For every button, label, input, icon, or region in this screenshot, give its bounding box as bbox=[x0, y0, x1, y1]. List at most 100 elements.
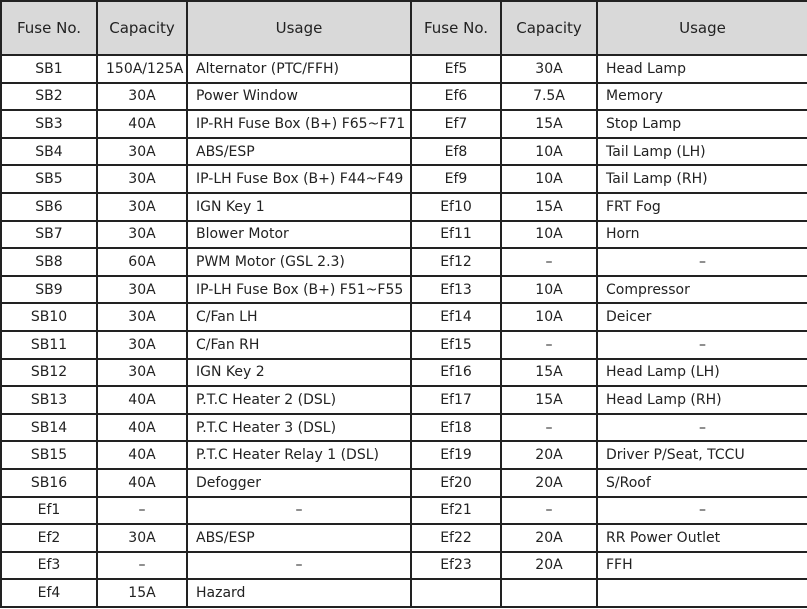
cell-fuse-no: SB13 bbox=[0, 385, 98, 415]
table-row: SB4 30A ABS/ESP Ef8 10A Tail Lamp (LH) bbox=[0, 136, 807, 167]
table-row: SB14 40A P.T.C Heater 3 (DSL) Ef18– – bbox=[0, 412, 807, 443]
cell-usage: Horn bbox=[596, 219, 807, 250]
cell-usage: PWM Motor (GSL 2.3) bbox=[186, 247, 412, 277]
cell-capacity: – bbox=[500, 412, 598, 443]
cell-fuse-no: Ef22 bbox=[410, 523, 502, 553]
table-row: SB1 150A/125A Alternator (PTC/FFH) Ef5 30A He… bbox=[0, 54, 807, 84]
cell-usage: FFH bbox=[596, 550, 807, 581]
cell-fuse-no: SB11 bbox=[0, 329, 98, 360]
cell-fuse-no: SB9 bbox=[0, 274, 98, 305]
cell-fuse-no: Ef12 bbox=[410, 247, 502, 277]
cell-usage: – bbox=[596, 329, 807, 360]
cell-fuse-no: Ef2 bbox=[0, 523, 98, 553]
cell-capacity: 15A bbox=[500, 109, 598, 139]
cell-capacity: 30A bbox=[96, 136, 188, 167]
cell-fuse-no: Ef13 bbox=[410, 274, 502, 305]
cell-fuse-no: Ef10 bbox=[410, 191, 502, 222]
cell-capacity: 40A bbox=[96, 385, 188, 415]
table-row: SB7 30A Blower Motor Ef11 10A Horn bbox=[0, 219, 807, 250]
table-row: SB5 30A IP-LH Fuse Box (B+) F44~F49 Ef9 10A T… bbox=[0, 164, 807, 194]
cell-capacity: – bbox=[96, 495, 188, 526]
cell-capacity: 20A bbox=[500, 550, 598, 581]
cell-usage: Driver P/Seat, TCCU bbox=[596, 440, 807, 470]
table-row: Ef1– – Ef21– – bbox=[0, 495, 807, 526]
cell-usage: IGN Key 2 bbox=[186, 357, 412, 388]
cell-usage: ABS/ESP bbox=[186, 136, 412, 167]
cell-fuse-no: Ef21 bbox=[410, 495, 502, 526]
cell-fuse-no: Ef9 bbox=[410, 164, 502, 194]
cell-fuse-no: Ef4 bbox=[0, 578, 98, 608]
cell-usage: Head Lamp (LH) bbox=[596, 357, 807, 388]
cell-capacity: 15A bbox=[500, 191, 598, 222]
cell-capacity: 30A bbox=[96, 523, 188, 553]
cell-usage: Power Window bbox=[186, 81, 412, 112]
cell-capacity: 30A bbox=[96, 219, 188, 250]
cell-fuse-no: Ef16 bbox=[410, 357, 502, 388]
header-fuse-no: Fuse No. bbox=[0, 0, 98, 56]
cell-capacity: 40A bbox=[96, 412, 188, 443]
cell-capacity: – bbox=[500, 247, 598, 277]
cell-capacity: 60A bbox=[96, 247, 188, 277]
cell-fuse-no: SB16 bbox=[0, 467, 98, 498]
header-capacity: Capacity bbox=[500, 0, 598, 56]
cell-usage: – bbox=[186, 495, 412, 526]
cell-usage: – bbox=[186, 550, 412, 581]
cell-fuse-no: Ef23 bbox=[410, 550, 502, 581]
cell-fuse-no: Ef20 bbox=[410, 467, 502, 498]
table-row: SB11 30A C/Fan RH Ef15– – bbox=[0, 329, 807, 360]
cell-capacity: 40A bbox=[96, 467, 188, 498]
cell-capacity: 20A bbox=[500, 440, 598, 470]
cell-usage: Hazard bbox=[186, 578, 412, 608]
cell-capacity: 30A bbox=[96, 357, 188, 388]
table-row: SB16 40A Defogger Ef20 20A S/Roof bbox=[0, 467, 807, 498]
cell-fuse-no: SB7 bbox=[0, 219, 98, 250]
cell-fuse-no: Ef1 bbox=[0, 495, 98, 526]
table-row: SB13 40A P.T.C Heater 2 (DSL) Ef17 15A Head L… bbox=[0, 385, 807, 415]
cell-capacity: 20A bbox=[500, 523, 598, 553]
cell-usage: IP-LH Fuse Box (B+) F44~F49 bbox=[186, 164, 412, 194]
cell-capacity: 30A bbox=[96, 191, 188, 222]
cell-capacity: – bbox=[96, 550, 188, 581]
cell-fuse-no: SB5 bbox=[0, 164, 98, 194]
cell-usage: Deicer bbox=[596, 302, 807, 332]
cell-capacity: 15A bbox=[500, 385, 598, 415]
cell-usage: Tail Lamp (RH) bbox=[596, 164, 807, 194]
cell-fuse-no: Ef3 bbox=[0, 550, 98, 581]
cell-capacity: 40A bbox=[96, 440, 188, 470]
cell-capacity: 30A bbox=[96, 164, 188, 194]
cell-fuse-no: SB10 bbox=[0, 302, 98, 332]
table-row: SB15 40A P.T.C Heater Relay 1 (DSL) Ef19 20A… bbox=[0, 440, 807, 470]
header-fuse-no: Fuse No. bbox=[410, 0, 502, 56]
table-row: SB9 30A IP-LH Fuse Box (B+) F51~F55 Ef13 10A… bbox=[0, 274, 807, 305]
header-row: Fuse No. Capacity Usage Fuse No. Capacity Usa… bbox=[0, 0, 807, 56]
cell-fuse-no: Ef6 bbox=[410, 81, 502, 112]
cell-fuse-no: SB12 bbox=[0, 357, 98, 388]
cell-fuse-no: SB15 bbox=[0, 440, 98, 470]
cell-usage: – bbox=[596, 495, 807, 526]
cell-usage: P.T.C Heater 2 (DSL) bbox=[186, 385, 412, 415]
cell-usage: IGN Key 1 bbox=[186, 191, 412, 222]
table-row: SB10 30A C/Fan LH Ef14 10A Deicer bbox=[0, 302, 807, 332]
cell-capacity: 7.5A bbox=[500, 81, 598, 112]
cell-usage: Tail Lamp (LH) bbox=[596, 136, 807, 167]
cell-usage: FRT Fog bbox=[596, 191, 807, 222]
cell-capacity: 30A bbox=[96, 302, 188, 332]
cell-usage: Head Lamp bbox=[596, 54, 807, 84]
header-capacity: Capacity bbox=[96, 0, 188, 56]
cell-usage: Stop Lamp bbox=[596, 109, 807, 139]
cell-fuse-no: Ef15 bbox=[410, 329, 502, 360]
cell-fuse-no: SB3 bbox=[0, 109, 98, 139]
cell-fuse-no: Ef8 bbox=[410, 136, 502, 167]
table-row: SB6 30A IGN Key 1 Ef10 15A FRT Fog bbox=[0, 191, 807, 222]
cell-usage: IP-RH Fuse Box (B+) F65~F71 bbox=[186, 109, 412, 139]
cell-fuse-no bbox=[410, 578, 502, 608]
cell-usage: Alternator (PTC/FFH) bbox=[186, 54, 412, 84]
cell-capacity: 30A bbox=[500, 54, 598, 84]
cell-fuse-no: SB2 bbox=[0, 81, 98, 112]
cell-capacity: 10A bbox=[500, 274, 598, 305]
cell-fuse-no: SB1 bbox=[0, 54, 98, 84]
cell-capacity: 30A bbox=[96, 274, 188, 305]
cell-usage bbox=[596, 578, 807, 608]
table-row: Ef3– – Ef23 20A FFH bbox=[0, 550, 807, 581]
